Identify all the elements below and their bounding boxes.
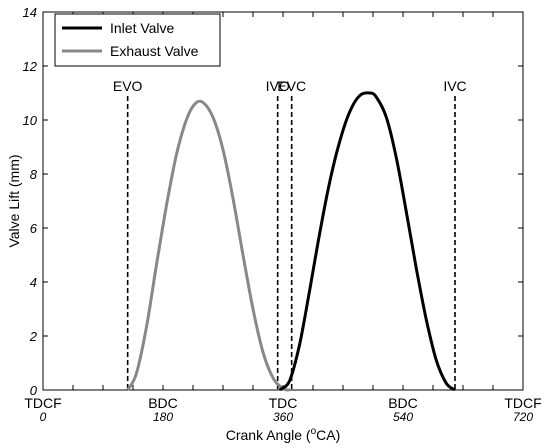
x-axis-label: Crank Angle (oCA): [226, 426, 341, 443]
marker-label-ivc: IVC: [443, 78, 466, 94]
series-line-inlet-valve: [278, 91, 456, 392]
x-tick-label-angle: 180: [153, 410, 173, 424]
x-tick-label-event: BDC: [388, 395, 418, 411]
x-tick-label-event: TDC: [269, 395, 298, 411]
legend: Inlet Valve Exhaust Valve: [54, 13, 221, 67]
legend-label-inlet: Inlet Valve: [110, 20, 175, 36]
x-axis-label-main: Crank Angle (: [226, 427, 311, 443]
y-tick-label: 10: [23, 113, 38, 128]
x-axis-label-tail: CA): [316, 427, 340, 443]
plot-frame: [42, 11, 524, 391]
axis-ticks: 02468101214TDCF0BDC180TDC360BDC540TDCF72…: [23, 5, 542, 424]
legend-label-exhaust: Exhaust Valve: [110, 43, 199, 59]
x-tick-label-angle: 720: [513, 410, 533, 424]
y-tick-label: 2: [29, 329, 38, 344]
legend-box: [54, 13, 221, 67]
marker-label-evo: EVO: [113, 78, 143, 94]
x-tick-label-angle: 0: [40, 410, 47, 424]
y-tick-label: 14: [23, 5, 37, 20]
series-lines: [126, 91, 456, 392]
x-tick-label-event: TDCF: [504, 395, 541, 411]
marker-label-ivo: IVO: [266, 78, 290, 94]
y-tick-label: 12: [23, 59, 38, 74]
series-line-exhaust-valve: [126, 99, 290, 392]
x-tick-label-event: TDCF: [24, 395, 61, 411]
x-tick-label-angle: 540: [393, 410, 413, 424]
y-tick-label: 6: [30, 221, 38, 236]
x-tick-label-event: BDC: [148, 395, 178, 411]
x-tick-label-angle: 360: [273, 410, 293, 424]
y-tick-label: 4: [30, 275, 37, 290]
y-axis-label: Valve Lift (mm): [6, 154, 22, 247]
x-axis-label-sup: o: [311, 426, 317, 437]
y-tick-label: 8: [30, 167, 38, 182]
marker-label-evc: EVC: [277, 78, 306, 94]
y-tick-label: 0: [30, 383, 38, 398]
